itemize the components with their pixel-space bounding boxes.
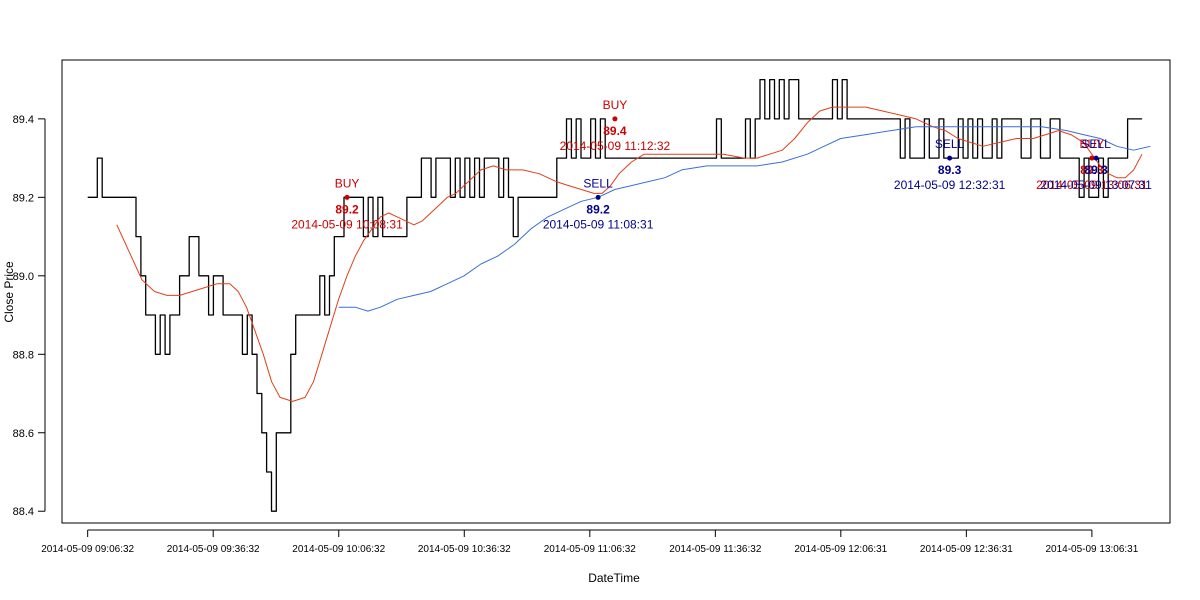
x-axis: 2014-05-09 09:06:32 2014-05-09 09:36:32 20… [41, 529, 1139, 555]
x-tick-label: 2014-05-09 09:06:32 [41, 544, 134, 555]
x-tick-label: 2014-05-09 12:06:31 [794, 544, 887, 555]
trade-time-label: 2014-05-09 11:12:32 [560, 139, 671, 153]
trade-point [612, 116, 618, 122]
trade-point [1093, 155, 1099, 161]
x-tick-label: 2014-05-09 12:36:31 [920, 544, 1013, 555]
x-tick-label: 2014-05-09 13:06:31 [1045, 544, 1138, 555]
trade-time-label: 2014-05-09 13:06:31 [1036, 178, 1148, 192]
trade-price-label: 89.3 [1080, 163, 1104, 177]
y-tick-label: 89.2 [13, 192, 34, 204]
x-tick-label: 2014-05-09 10:06:32 [292, 544, 385, 555]
y-tick-label: 88.4 [13, 506, 34, 518]
trade-point [344, 194, 350, 200]
trade-action-label: SELL [935, 137, 965, 151]
trade-price-label: 89.2 [586, 202, 610, 216]
y-tick-label: 89.4 [13, 114, 34, 126]
series-slow_ma [338, 126, 1151, 312]
trade-price-label: 89.3 [1084, 163, 1108, 177]
trade-action-label: BUY [335, 176, 360, 190]
trade-point [947, 155, 953, 161]
trade-point [595, 194, 601, 200]
series-layer [87, 78, 1151, 512]
trade-time-label: 2014-05-09 12:32:31 [894, 178, 1006, 192]
trade-time-label: 2014-05-09 13:07:31 [1040, 178, 1152, 192]
trade-price-label: 89.3 [938, 163, 962, 177]
trade-point [1089, 155, 1095, 161]
trade-action-label: SELL [1081, 137, 1111, 151]
trade-time-label: 2014-05-09 11:08:31 [543, 217, 654, 231]
y-axis-label: Close Price [2, 261, 16, 323]
x-tick-label: 2014-05-09 11:36:32 [669, 544, 762, 555]
trade-price-label: 89.4 [603, 124, 627, 138]
y-tick-label: 88.6 [13, 428, 34, 440]
trade-price-label: 89.2 [335, 202, 359, 216]
x-tick-label: 2014-05-09 10:36:32 [418, 544, 511, 555]
trade-action-label: BUY [1080, 137, 1105, 151]
y-tick-label: 89.0 [13, 271, 34, 283]
plot-frame [61, 59, 1171, 524]
y-tick-label: 88.8 [13, 349, 34, 361]
series-close [87, 78, 1143, 512]
trade-time-label: 2014-05-09 10:08:31 [291, 217, 403, 231]
y-axis: 88.4 88.6 88.8 89.0 89.2 89.4 [13, 114, 46, 518]
x-tick-label: 2014-05-09 09:36:32 [167, 544, 260, 555]
x-tick-label: 2014-05-09 11:06:32 [544, 544, 637, 555]
series-fast_ma [116, 106, 1143, 402]
trade-action-label: BUY [603, 98, 628, 112]
x-axis-label: DateTime [588, 571, 640, 585]
trade-action-label: SELL [583, 176, 613, 190]
